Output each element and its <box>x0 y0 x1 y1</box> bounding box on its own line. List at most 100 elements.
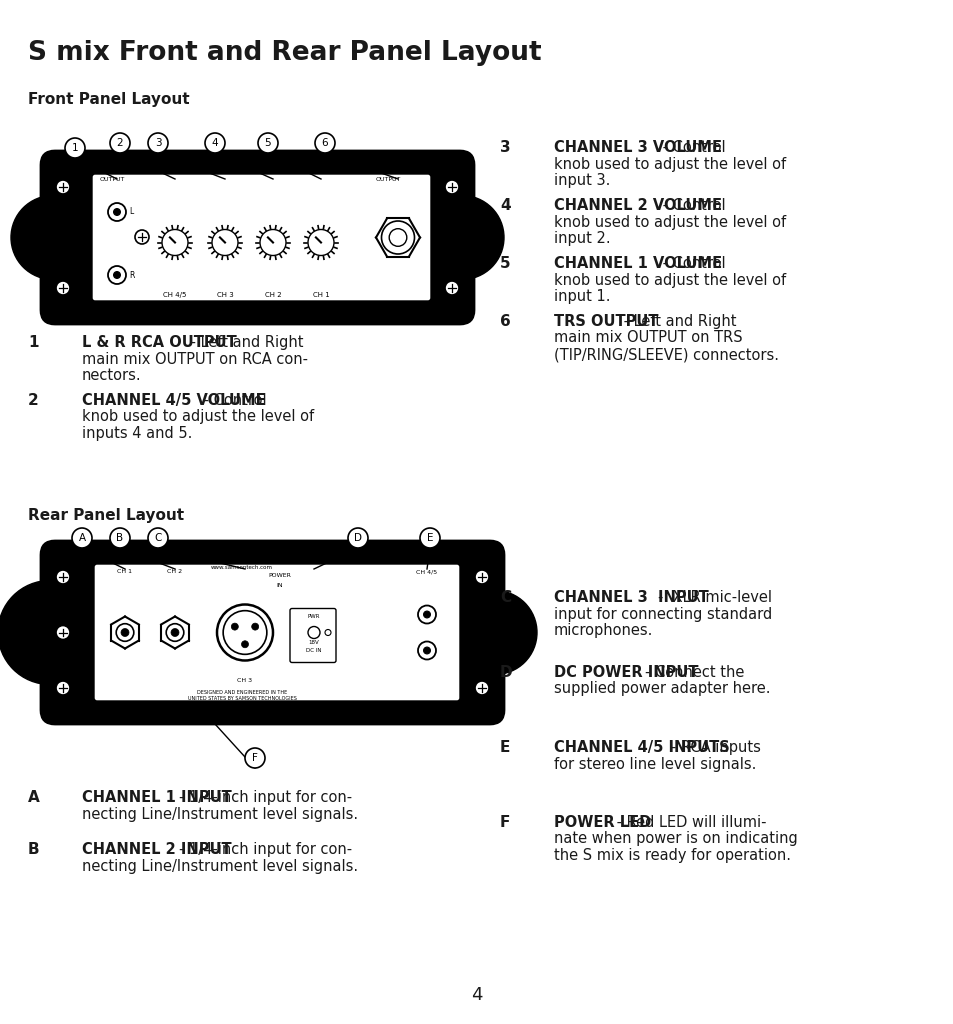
Text: -  XLR mic-level: - XLR mic-level <box>658 590 771 605</box>
Text: CHANNEL 3 VOLUME: CHANNEL 3 VOLUME <box>554 140 721 155</box>
Circle shape <box>325 630 331 636</box>
Text: TRS OUTPUT: TRS OUTPUT <box>554 314 658 329</box>
Circle shape <box>121 629 129 637</box>
Circle shape <box>308 229 334 256</box>
Text: C: C <box>154 534 161 543</box>
Text: OUTPUT: OUTPUT <box>375 177 401 182</box>
Text: - RCA inputs: - RCA inputs <box>670 740 760 755</box>
Circle shape <box>389 228 406 247</box>
Text: www.samsontech.com: www.samsontech.com <box>211 565 273 570</box>
Text: 4: 4 <box>212 138 218 148</box>
Wedge shape <box>0 581 50 684</box>
Circle shape <box>56 626 70 640</box>
Text: Front Panel Layout: Front Panel Layout <box>28 92 190 106</box>
Circle shape <box>71 528 91 548</box>
Text: input 3.: input 3. <box>554 173 610 188</box>
Circle shape <box>113 209 120 215</box>
Text: knob used to adjust the level of: knob used to adjust the level of <box>82 410 314 425</box>
Text: F: F <box>499 815 510 830</box>
Circle shape <box>444 180 458 194</box>
Text: necting Line/Instrument level signals.: necting Line/Instrument level signals. <box>82 807 357 821</box>
Text: - Left and Right: - Left and Right <box>186 335 303 350</box>
Text: input for connecting standard: input for connecting standard <box>554 606 771 622</box>
Wedge shape <box>11 196 53 280</box>
Text: CHANNEL 2 INPUT: CHANNEL 2 INPUT <box>82 842 232 857</box>
Text: DC IN: DC IN <box>306 648 321 653</box>
Circle shape <box>423 647 430 654</box>
Text: CH 3: CH 3 <box>216 292 233 298</box>
Text: input 1.: input 1. <box>554 289 610 304</box>
Text: S mix Front and Rear Panel Layout: S mix Front and Rear Panel Layout <box>28 40 541 66</box>
Text: 2: 2 <box>28 393 39 408</box>
Text: 3: 3 <box>154 138 161 148</box>
Circle shape <box>257 133 277 153</box>
Text: OUTPUT: OUTPUT <box>100 177 125 182</box>
Text: POWER: POWER <box>269 573 291 578</box>
Text: 3: 3 <box>499 140 510 155</box>
Text: - Control: - Control <box>658 140 725 155</box>
Wedge shape <box>461 196 503 280</box>
Text: Rear Panel Layout: Rear Panel Layout <box>28 508 184 523</box>
Circle shape <box>166 624 184 641</box>
Text: L: L <box>129 208 133 216</box>
Circle shape <box>423 611 430 617</box>
Text: 1: 1 <box>71 143 78 153</box>
Circle shape <box>171 629 179 637</box>
Text: R: R <box>129 270 134 280</box>
Text: the S mix is ready for operation.: the S mix is ready for operation. <box>554 848 790 863</box>
Circle shape <box>162 229 188 256</box>
Text: 4: 4 <box>499 198 510 213</box>
Circle shape <box>108 266 126 284</box>
Text: 2: 2 <box>116 138 123 148</box>
Text: D: D <box>499 665 512 680</box>
Circle shape <box>475 570 489 584</box>
Text: necting Line/Instrument level signals.: necting Line/Instrument level signals. <box>82 858 357 873</box>
Text: CHANNEL 2 VOLUME: CHANNEL 2 VOLUME <box>554 198 721 213</box>
Text: B: B <box>28 842 40 857</box>
Text: IN: IN <box>276 583 283 588</box>
Text: 5: 5 <box>264 138 271 148</box>
Text: CH 1: CH 1 <box>313 292 329 298</box>
Circle shape <box>56 570 70 584</box>
Text: - Control: - Control <box>199 393 266 408</box>
Text: CH 4/5: CH 4/5 <box>416 569 437 574</box>
Text: CHANNEL 4/5 INPUTS: CHANNEL 4/5 INPUTS <box>554 740 729 755</box>
Text: CH 2: CH 2 <box>168 569 182 574</box>
Circle shape <box>245 748 265 768</box>
FancyBboxPatch shape <box>91 174 431 301</box>
Text: 1: 1 <box>28 335 38 350</box>
Circle shape <box>108 203 126 221</box>
Text: - Red LED will illumi-: - Red LED will illumi- <box>612 815 766 830</box>
Circle shape <box>135 230 149 244</box>
Text: - 1/4-inch input for con-: - 1/4-inch input for con- <box>179 790 353 805</box>
Circle shape <box>348 528 368 548</box>
Circle shape <box>314 133 335 153</box>
Circle shape <box>419 528 439 548</box>
Circle shape <box>260 229 286 256</box>
Text: knob used to adjust the level of: knob used to adjust the level of <box>554 214 785 229</box>
Text: nate when power is on indicating: nate when power is on indicating <box>554 831 797 847</box>
Text: F: F <box>252 753 257 763</box>
Text: CHANNEL 3  INPUT: CHANNEL 3 INPUT <box>554 590 708 605</box>
Circle shape <box>56 180 70 194</box>
Circle shape <box>205 133 225 153</box>
Circle shape <box>417 641 436 659</box>
Circle shape <box>417 605 436 624</box>
Text: E: E <box>426 534 433 543</box>
Text: (TIP/RING/SLEEVE) connectors.: (TIP/RING/SLEEVE) connectors. <box>554 347 779 362</box>
Circle shape <box>231 624 238 630</box>
Circle shape <box>56 281 70 295</box>
Text: - Connect the: - Connect the <box>644 665 743 680</box>
Circle shape <box>65 138 85 158</box>
Text: microphones.: microphones. <box>554 623 653 638</box>
Text: A: A <box>78 534 86 543</box>
Text: knob used to adjust the level of: knob used to adjust the level of <box>554 157 785 171</box>
Text: CHANNEL 1 INPUT: CHANNEL 1 INPUT <box>82 790 232 805</box>
Circle shape <box>148 528 168 548</box>
Circle shape <box>381 221 414 254</box>
Circle shape <box>113 271 120 279</box>
Text: DC POWER INPUT: DC POWER INPUT <box>554 665 698 680</box>
Text: - 1/4-inch input for con-: - 1/4-inch input for con- <box>179 842 353 857</box>
Text: B: B <box>116 534 124 543</box>
Circle shape <box>148 133 168 153</box>
